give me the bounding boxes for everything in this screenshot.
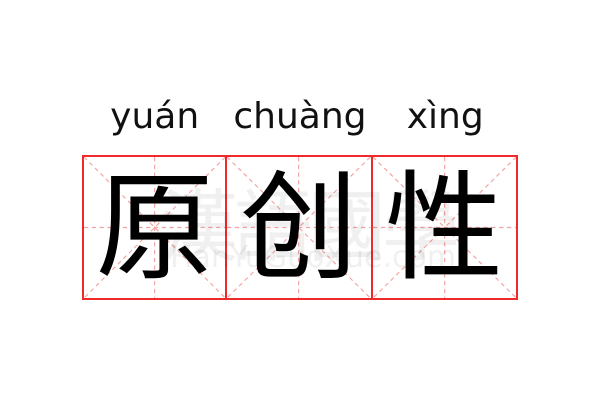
character-cell-2: 创 xyxy=(227,155,373,300)
character-grid: 原 创 性 xyxy=(82,155,518,300)
pinyin-2: chuàng xyxy=(233,96,367,137)
guide-lines xyxy=(84,157,226,298)
character-cell-3: 性 xyxy=(372,155,518,300)
guide-lines xyxy=(372,157,516,298)
character-cell-1: 原 xyxy=(82,155,228,300)
character-3: 性 xyxy=(385,158,504,297)
character-2: 创 xyxy=(239,158,358,297)
pinyin-3: xìng xyxy=(406,96,484,137)
pinyin-1: yuán xyxy=(110,96,200,137)
guide-lines xyxy=(227,157,371,298)
watermark-chinese: 漢語國學 xyxy=(160,183,460,273)
character-1: 原 xyxy=(95,158,214,297)
watermark-latin: HanYuGuoXue.com xyxy=(170,240,457,275)
pinyin-row: yuán chuàng xìng xyxy=(82,92,518,142)
